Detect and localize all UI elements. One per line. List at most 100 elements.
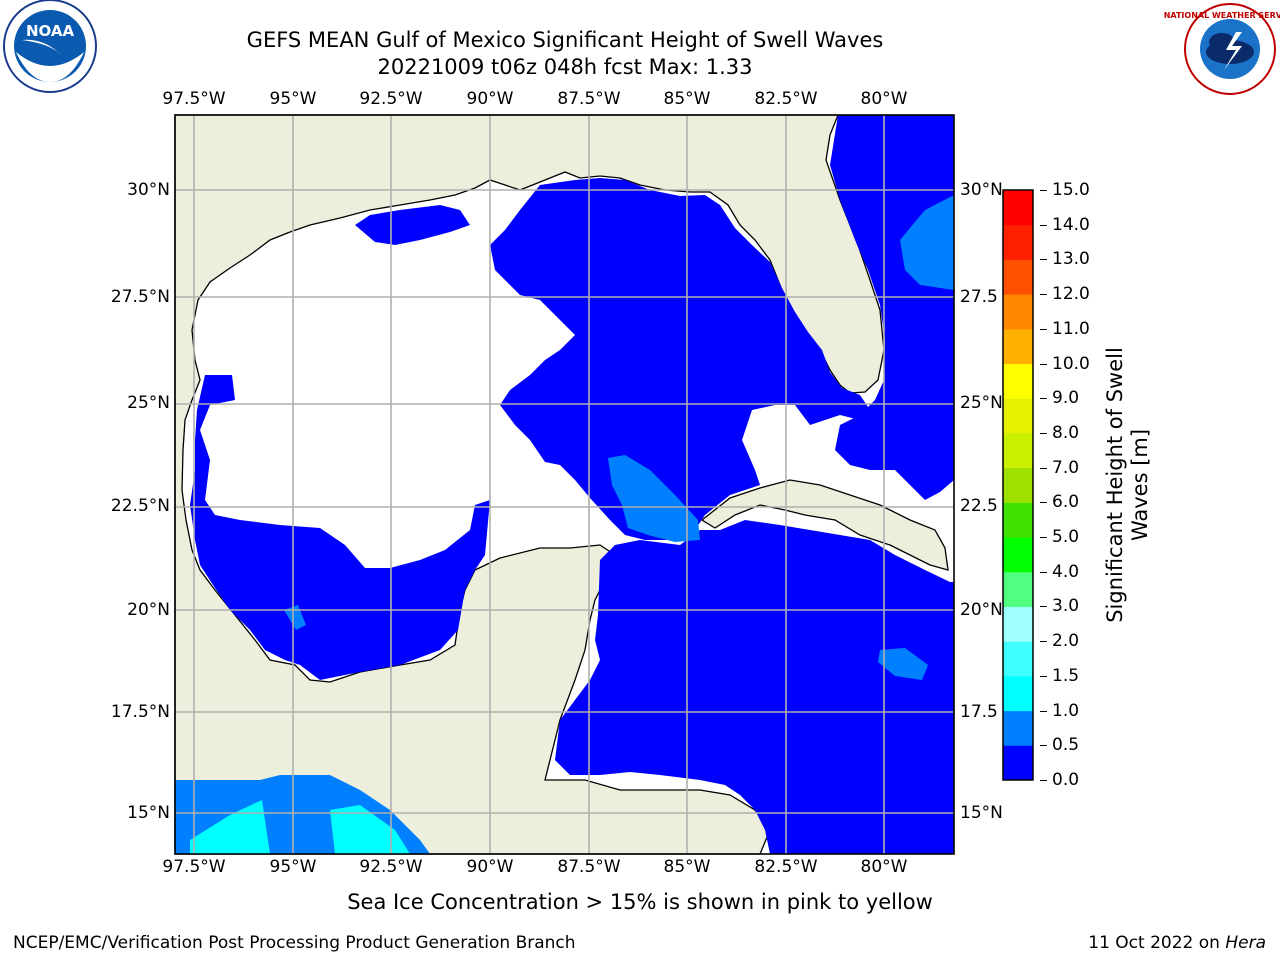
swell-region-bay-of-campeche [190, 375, 490, 680]
colorbar-swatch [1003, 606, 1033, 642]
colorbar-tick-label: 10.0 [1052, 353, 1090, 374]
lon-label-top: 80°W [860, 89, 908, 109]
colorbar-tick-label: 12.0 [1052, 284, 1090, 305]
lon-label-top: 90°W [466, 89, 514, 109]
graticule [175, 115, 954, 854]
colorbar-tick-mark [1040, 224, 1047, 226]
colorbar-tick-mark [1040, 641, 1047, 643]
lon-label-bottom: 97.5°W [162, 857, 226, 877]
colorbar-swatch [1003, 432, 1033, 469]
colorbar-tick-mark [1040, 571, 1047, 573]
colorbar-swatch [1003, 259, 1033, 295]
colorbar-swatch [1003, 363, 1033, 399]
colorbar-tick-mark [1040, 259, 1047, 261]
colorbar-tick-label: 3.0 [1052, 596, 1080, 617]
footer-host: Hera [1225, 933, 1266, 953]
colorbar-tick-label: 6.0 [1052, 492, 1080, 513]
swell-region-nw-gulf [355, 205, 470, 245]
chart-title: GEFS MEAN Gulf of Mexico Significant Hei… [246, 28, 884, 52]
colorbar-tick-label: 8.0 [1052, 422, 1080, 443]
colorbar-tick-mark [1040, 328, 1047, 330]
colorbar-swatch [1003, 190, 1033, 226]
lat-label-right: 30°N [960, 180, 1003, 200]
colorbar-swatch [1003, 467, 1033, 503]
colorbar-tick-mark [1040, 675, 1047, 677]
colorbar-tick-mark [1040, 294, 1047, 296]
colorbar-tick-label: 9.0 [1052, 388, 1080, 409]
lon-label-bottom: 95°W [269, 857, 317, 877]
colorbar-tick-mark [1040, 537, 1047, 539]
colorbar-tick-label: 5.0 [1052, 527, 1080, 548]
colorbar-tick-label: 7.0 [1052, 457, 1080, 478]
lon-label-bottom: 90°W [466, 857, 514, 877]
swell-patch-yucatan-channel [608, 455, 700, 542]
colorbar-swatch [1003, 710, 1033, 746]
colorbar-tick-mark [1040, 398, 1047, 400]
lon-label-bottom: 87.5°W [557, 857, 621, 877]
colorbar-swatch [1003, 328, 1033, 365]
swell-patch-caribbean [878, 648, 928, 680]
lon-label-top: 87.5°W [557, 89, 621, 109]
map-frame [174, 114, 955, 855]
colorbar-swatch [1003, 641, 1033, 677]
colorbar-tick-mark [1040, 467, 1047, 469]
lon-label-top: 97.5°W [162, 89, 226, 109]
colorbar-tick-label: 0.0 [1052, 770, 1080, 790]
lon-label-bottom: 82.5°W [754, 857, 818, 877]
lon-label-top: 95°W [269, 89, 317, 109]
lat-label-left: 15°N [127, 803, 170, 823]
lat-label-left: 22.5°N [110, 496, 170, 516]
colorbar-swatch [1003, 571, 1033, 607]
colorbar-swatch [1003, 294, 1033, 330]
swell-region-caribbean [555, 520, 954, 854]
colorbar-frame [1002, 189, 1034, 781]
swell-patch-atlantic [900, 195, 954, 290]
lon-label-bottom: 92.5°W [359, 857, 423, 877]
lat-label-left: 25°N [127, 393, 170, 413]
colorbar-label-line2: Waves [m] [1128, 428, 1152, 542]
colorbar-tick-mark [1040, 710, 1047, 712]
swell-field [175, 115, 954, 854]
footer-date-text: 11 Oct 2022 on [1088, 933, 1220, 953]
colorbar-tick-label: 0.5 [1052, 735, 1080, 756]
chart-subtitle: 20221009 t06z 048h fcst Max: 1.33 [377, 55, 753, 79]
lat-label-left: 17.5°N [110, 702, 170, 722]
lat-label-left: 30°N [127, 180, 170, 200]
colorbar-swatch [1003, 537, 1033, 573]
nws-logo-text: NATIONAL WEATHER SERVICE [1164, 11, 1280, 20]
colorbar-tick-mark [1040, 745, 1047, 747]
colorbar-tick-mark [1040, 780, 1047, 781]
nws-logo: NATIONAL WEATHER SERVICE [1164, 3, 1280, 95]
colorbar-tick-label: 13.0 [1052, 249, 1090, 270]
sea-ice-note: Sea Ice Concentration > 15% is shown in … [347, 890, 933, 914]
lat-label-right: 15°N [960, 803, 1003, 823]
colorbar-tick-label: 1.5 [1052, 665, 1080, 686]
colorbar-tick-label: 4.0 [1052, 561, 1080, 582]
colorbar-tick-label: 15.0 [1052, 180, 1090, 200]
colorbar [1002, 189, 1034, 781]
swell-region-east-gulf [490, 178, 870, 540]
colorbar-swatch [1003, 502, 1033, 538]
colorbar-label-line1: Significant Height of Swell [1103, 347, 1127, 623]
colorbar-tick-label: 14.0 [1052, 214, 1090, 235]
colorbar-tick-mark [1040, 502, 1047, 504]
colorbar-swatch [1003, 398, 1033, 434]
colorbar-tick-mark [1040, 190, 1047, 191]
colorbar-tick-label: 11.0 [1052, 318, 1090, 339]
colorbar-swatch [1003, 675, 1033, 712]
colorbar-swatch [1003, 745, 1033, 781]
lon-label-bottom: 85°W [663, 857, 711, 877]
noaa-logo: NOAA [3, 0, 97, 93]
swell-patch-pacific-cyan-2 [330, 805, 410, 854]
lat-label-right: 27.5 [960, 287, 998, 307]
lon-label-bottom: 80°W [860, 857, 908, 877]
lat-label-right: 17.5 [960, 702, 998, 722]
colorbar-tick-mark [1040, 363, 1047, 365]
colorbar-tick-mark [1040, 606, 1047, 608]
lon-label-top: 92.5°W [359, 89, 423, 109]
colorbar-label: Significant Height of Swell Waves [m] [1103, 347, 1153, 623]
lon-label-top: 85°W [663, 89, 711, 109]
footer-date: 11 Oct 2022 on Hera [1088, 933, 1266, 953]
colorbar-tick-label: 2.0 [1052, 631, 1080, 652]
